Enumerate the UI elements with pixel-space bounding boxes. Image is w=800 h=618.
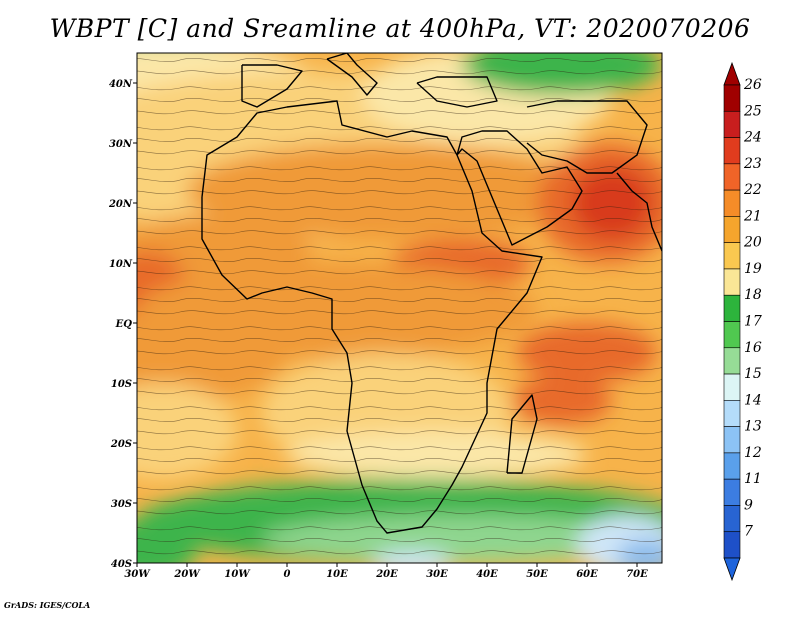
lon-tick-label: 0 xyxy=(284,569,291,580)
streamline-texture xyxy=(137,53,662,563)
colorbar-swatch xyxy=(723,321,741,349)
lat-tick-label: 20S xyxy=(110,439,132,450)
colorbar-swatch xyxy=(723,373,741,401)
lat-tick-label: 40N xyxy=(109,79,133,90)
colorbar-swatch xyxy=(723,426,741,454)
colorbar-level-label: 12 xyxy=(744,445,762,461)
lat-tick-label: EQ xyxy=(115,319,133,330)
coastline xyxy=(201,100,543,534)
lon-axis: 30W 20W 10W 0 10E 20E 30E 40E 50E 60E 70E xyxy=(124,563,648,580)
colorbar-level-label: 25 xyxy=(743,103,762,119)
coastlines xyxy=(201,53,662,534)
lat-tick-label: 30S xyxy=(111,499,132,510)
colorbar-swatch xyxy=(723,137,741,165)
colorbar-top-arrow xyxy=(723,61,741,86)
credit-text: GrADS: IGES/COLA xyxy=(4,600,91,610)
colorbar-level-label: 24 xyxy=(743,130,762,146)
chart-title: WBPT [C] and Sreamline at 400hPa, VT: 20… xyxy=(49,14,751,43)
lon-tick-label: 50E xyxy=(526,569,548,580)
colorbar-swatch xyxy=(723,268,741,296)
colorbar-swatch xyxy=(723,189,741,217)
colorbar-level-label: 17 xyxy=(744,314,762,330)
colorbar-level-label: 23 xyxy=(743,156,762,172)
colorbar-swatch xyxy=(723,294,741,322)
colorbar-level-label: 16 xyxy=(744,340,762,356)
lat-tick-label: 10S xyxy=(111,379,132,390)
lon-tick-label: 30W xyxy=(124,569,151,580)
colorbar-swatch xyxy=(723,110,741,138)
colorbar-level-label: 15 xyxy=(744,366,762,382)
colorbar-swatch xyxy=(723,216,741,243)
lat-tick-label: 30N xyxy=(109,139,133,150)
map-frame xyxy=(136,52,663,564)
lon-tick-label: 20E xyxy=(375,569,398,580)
colorbar-level-label: 13 xyxy=(744,419,762,435)
coastline xyxy=(456,130,583,246)
colorbar-level-label: 14 xyxy=(744,392,762,408)
colorbar-level-label: 26 xyxy=(743,77,762,93)
colorbar-level-label: 21 xyxy=(743,208,762,224)
lat-tick-label: 10N xyxy=(109,259,133,270)
colorbar-level-label: 9 xyxy=(744,497,753,513)
colorbar-level-label: 18 xyxy=(744,287,762,303)
lon-tick-label: 20W xyxy=(173,569,201,580)
coastline xyxy=(616,172,662,252)
lat-tick-label: 20N xyxy=(108,199,133,210)
colorbar-level-label: 20 xyxy=(743,235,762,251)
colorbar-swatch xyxy=(723,531,741,559)
coastline xyxy=(526,100,648,174)
coastline xyxy=(326,53,378,96)
colorbar-swatch xyxy=(723,478,741,506)
coastline xyxy=(506,394,538,474)
colorbar: 26 25 24 23 22 21 20 19 18 17 16 15 14 13 12 11 9 7 xyxy=(723,61,762,582)
colorbar-swatch xyxy=(723,242,741,270)
lat-axis: 40N 30N 20N 10N EQ 10S 20S 30S 40S xyxy=(108,79,137,570)
colorbar-swatch xyxy=(723,347,741,375)
colorbar-level-label: 11 xyxy=(744,471,762,487)
colorbar-swatch xyxy=(723,505,741,533)
colorbar-level-label: 19 xyxy=(744,261,762,277)
colorbar-level-label: 7 xyxy=(744,524,753,540)
wbpt-map xyxy=(137,53,662,563)
lon-tick-label: 10E xyxy=(326,569,348,580)
lon-tick-label: 10W xyxy=(224,569,251,580)
colorbar-swatch xyxy=(723,163,741,191)
coastline xyxy=(416,76,498,108)
colorbar-swatch xyxy=(723,84,741,112)
lon-tick-label: 70E xyxy=(626,569,648,580)
colorbar-bottom-arrow xyxy=(723,557,741,582)
coastline xyxy=(241,64,303,108)
lat-tick-label: 40S xyxy=(111,559,132,570)
colorbar-swatch xyxy=(723,452,741,480)
lon-tick-label: 40E xyxy=(476,569,498,580)
lon-tick-label: 30E xyxy=(426,569,448,580)
colorbar-swatch xyxy=(723,400,741,427)
colorbar-level-label: 22 xyxy=(743,182,762,198)
lon-tick-label: 60E xyxy=(576,569,598,580)
